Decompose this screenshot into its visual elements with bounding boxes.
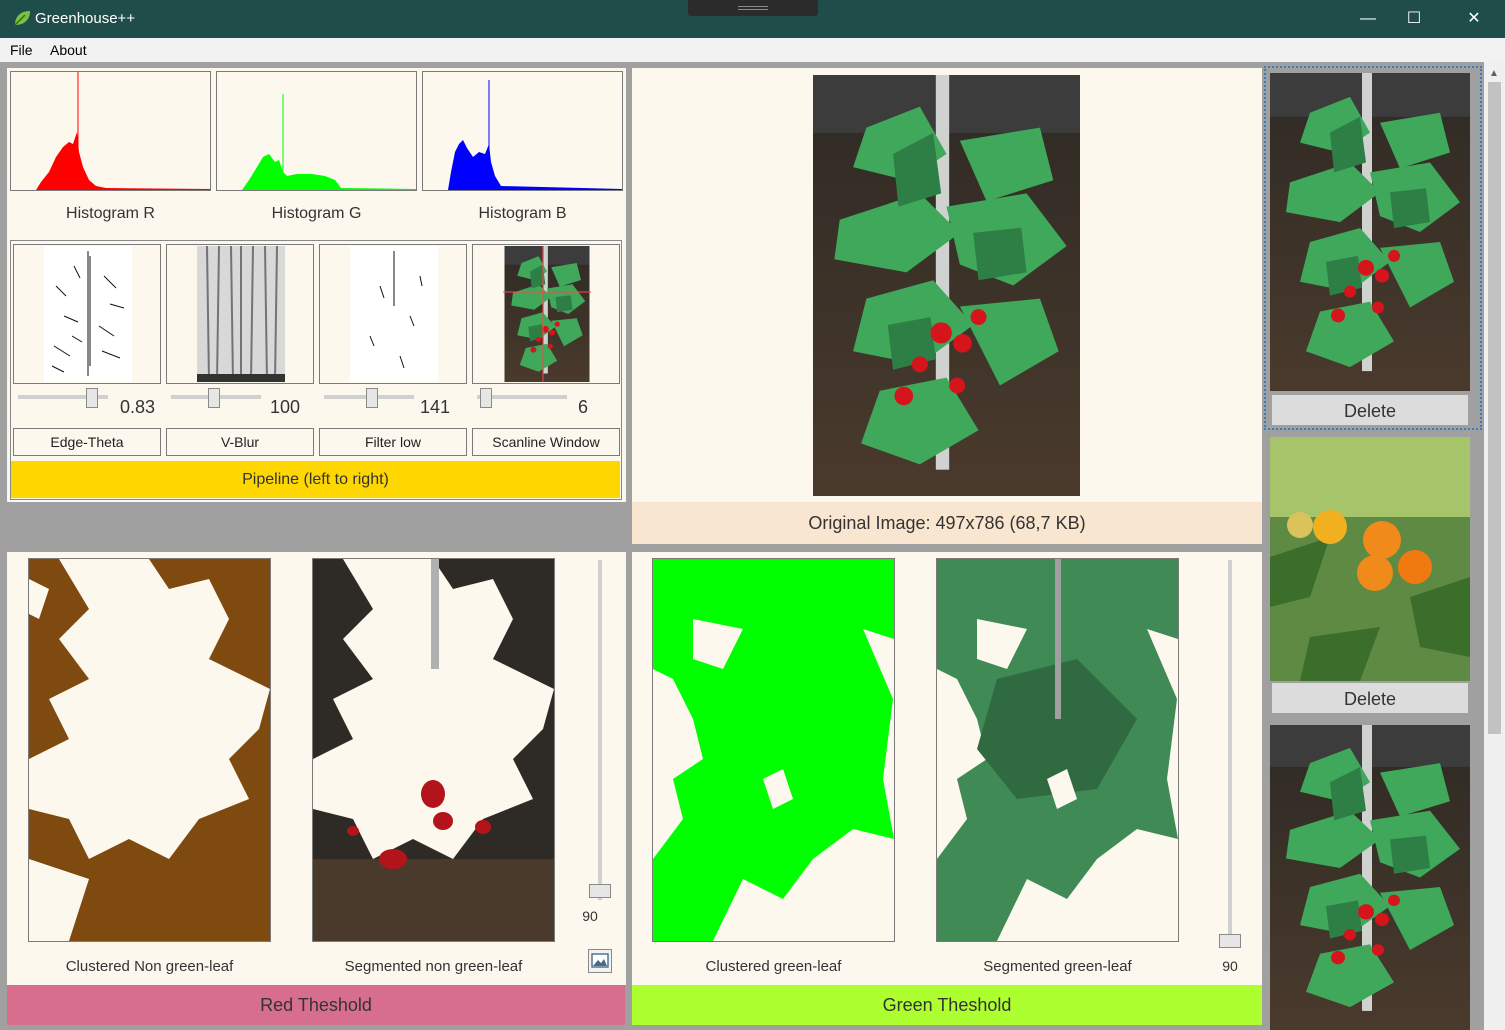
- scanline-window-value: 6: [577, 397, 588, 417]
- red-threshold-slider[interactable]: [589, 560, 611, 900]
- red-threshold-slider-thumb[interactable]: [589, 884, 611, 898]
- edge-theta-preview: [13, 244, 161, 384]
- gallery-thumb-2-image: [1270, 437, 1470, 681]
- filter-low-image: [350, 246, 438, 382]
- scanline-window-image: [503, 246, 591, 382]
- image-icon[interactable]: [588, 949, 612, 973]
- close-button[interactable]: ✕: [1467, 10, 1481, 27]
- title-bar: Greenhouse++ — ☐ ✕: [0, 0, 1505, 38]
- histogram-b-chart: [448, 80, 622, 190]
- gallery-thumb-1[interactable]: [1270, 73, 1470, 391]
- histogram-b: [422, 71, 623, 191]
- segmented-green-mask: [937, 559, 1178, 941]
- green-threshold-slider[interactable]: [1219, 560, 1241, 948]
- filter-low-slider-thumb[interactable]: [366, 388, 378, 408]
- clustered-non-green-caption: Clustered Non green-leaf: [65, 958, 234, 975]
- green-threshold-value: 90: [1222, 958, 1238, 974]
- gallery-selection: [1264, 66, 1482, 430]
- v-blur-slider-thumb[interactable]: [208, 388, 220, 408]
- filter-low-value: 141: [419, 397, 450, 417]
- minimize-button[interactable]: —: [1360, 10, 1376, 27]
- gallery-delete-button-2[interactable]: Delete: [1271, 682, 1469, 714]
- histogram-g: [216, 71, 417, 191]
- scanline-window-slider-thumb[interactable]: [480, 388, 492, 408]
- gallery-scrollbar[interactable]: ▲: [1484, 62, 1505, 1030]
- segmented-non-green-caption: Segmented non green-leaf: [344, 958, 523, 975]
- drag-grip[interactable]: [688, 0, 818, 16]
- scanline-window-button[interactable]: Scanline Window: [472, 428, 620, 456]
- red-threshold-value: 90: [582, 908, 598, 924]
- clustered-green-caption: Clustered green-leaf: [705, 958, 842, 975]
- original-image: [813, 75, 1080, 496]
- menu-file[interactable]: File: [10, 42, 33, 58]
- segmented-non-green-image: [312, 558, 555, 942]
- scanline-window-preview: [472, 244, 620, 384]
- green-threshold-slider-thumb[interactable]: [1219, 934, 1241, 948]
- histogram-g-label: Histogram G: [271, 205, 362, 222]
- menu-about[interactable]: About: [50, 42, 87, 58]
- clustered-green-image: [652, 558, 895, 942]
- clustered-green-mask: [653, 559, 894, 941]
- green-threshold-button[interactable]: Green Theshold: [632, 985, 1262, 1025]
- segmented-green-caption: Segmented green-leaf: [983, 958, 1132, 975]
- edge-theta-button[interactable]: Edge-Theta: [13, 428, 161, 456]
- histogram-g-chart: [242, 94, 416, 190]
- gallery-delete-button-1[interactable]: Delete: [1271, 394, 1469, 426]
- filter-low-slider[interactable]: [324, 388, 414, 408]
- red-threshold-button[interactable]: Red Theshold: [7, 985, 625, 1025]
- v-blur-image: [197, 246, 285, 382]
- filter-low-button[interactable]: Filter low: [319, 428, 467, 456]
- gallery-thumb-3[interactable]: [1270, 725, 1470, 1030]
- scanline-window-slider[interactable]: [477, 388, 567, 408]
- histogram-r-chart: [36, 72, 210, 190]
- clustered-non-green-mask: [29, 559, 270, 941]
- image-icon-glyph: [591, 953, 609, 968]
- filter-low-preview: [319, 244, 467, 384]
- segmented-non-green-mask: [313, 559, 554, 941]
- histogram-r: [10, 71, 211, 191]
- pipeline-run-button[interactable]: Pipeline (left to right): [11, 461, 620, 498]
- maximize-button[interactable]: ☐: [1406, 10, 1422, 27]
- v-blur-button[interactable]: V-Blur: [166, 428, 314, 456]
- window-title: Greenhouse++: [35, 10, 136, 27]
- scroll-up-icon[interactable]: ▲: [1489, 68, 1499, 79]
- histogram-r-label: Histogram R: [66, 205, 155, 222]
- edge-theta-slider[interactable]: [18, 388, 108, 408]
- histogram-b-label: Histogram B: [478, 205, 567, 222]
- leaf-icon: [14, 11, 30, 26]
- segmented-green-image: [936, 558, 1179, 942]
- v-blur-preview: [166, 244, 314, 384]
- clustered-non-green-image: [28, 558, 271, 942]
- pipeline-frame: [10, 240, 622, 500]
- edge-theta-value: 0.83: [119, 397, 155, 417]
- original-image-caption: Original Image: 497x786 (68,7 KB): [632, 502, 1262, 544]
- edge-theta-image: [44, 246, 132, 382]
- v-blur-slider[interactable]: [171, 388, 261, 408]
- gallery-thumb-2[interactable]: [1270, 437, 1470, 681]
- scrollbar-thumb[interactable]: [1488, 82, 1501, 734]
- menu-bar: File About: [0, 38, 1505, 62]
- v-blur-value: 100: [269, 397, 300, 417]
- edge-theta-slider-thumb[interactable]: [86, 388, 98, 408]
